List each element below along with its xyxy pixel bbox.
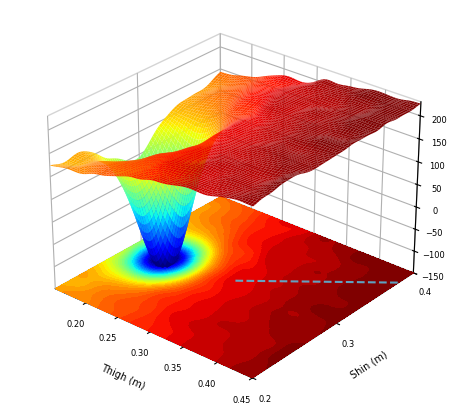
Y-axis label: Shin (m): Shin (m) (348, 349, 388, 380)
X-axis label: Thigh (m): Thigh (m) (99, 362, 146, 390)
